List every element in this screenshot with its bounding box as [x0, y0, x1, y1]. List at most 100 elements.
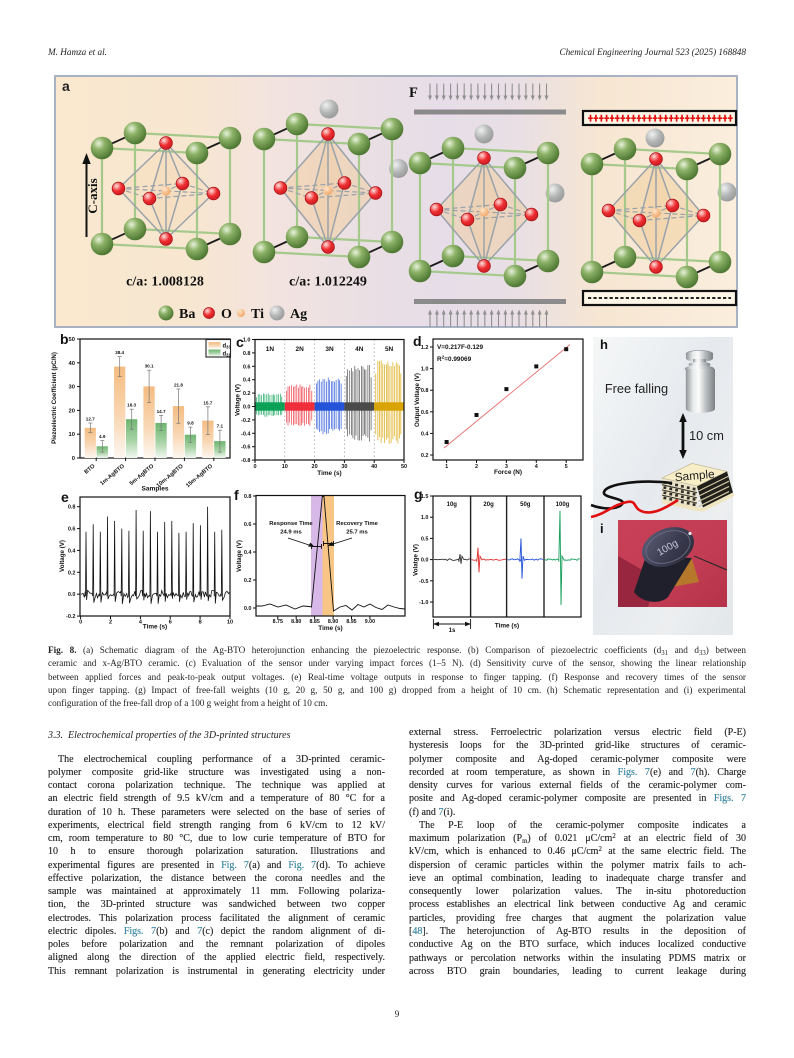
svg-text:Time (s): Time (s) [318, 625, 342, 632]
svg-text:38.4: 38.4 [115, 350, 124, 355]
svg-text:3N: 3N [325, 346, 334, 353]
svg-text:2N: 2N [296, 346, 305, 353]
svg-text:0.2: 0.2 [421, 453, 429, 459]
svg-text:d31: d31 [223, 352, 232, 358]
svg-text:8.75: 8.75 [273, 619, 283, 625]
svg-text:20: 20 [69, 408, 75, 414]
svg-text:Output Voltage (V): Output Voltage (V) [414, 373, 421, 427]
svg-text:50: 50 [69, 337, 75, 343]
svg-text:10: 10 [282, 464, 288, 470]
svg-text:21.8: 21.8 [174, 382, 183, 387]
svg-text:c/a: 1.008128: c/a: 1.008128 [126, 275, 204, 290]
svg-text:Ag: Ag [290, 307, 307, 322]
svg-text:e: e [61, 489, 69, 505]
svg-text:Ti: Ti [251, 307, 264, 322]
svg-text:10: 10 [227, 620, 233, 626]
svg-text:f: f [234, 487, 239, 503]
svg-text:Time (s): Time (s) [317, 470, 341, 477]
svg-text:Sample: Sample [674, 467, 716, 484]
svg-text:50: 50 [401, 464, 407, 470]
svg-text:O: O [221, 307, 232, 322]
svg-text:1.5: 1.5 [421, 494, 429, 500]
svg-text:0.0: 0.0 [68, 592, 76, 598]
svg-text:4.9: 4.9 [99, 434, 106, 439]
svg-text:g: g [414, 486, 423, 502]
svg-text:0.2: 0.2 [68, 570, 76, 576]
svg-text:0: 0 [253, 464, 256, 470]
svg-text:24.9 ms: 24.9 ms [280, 530, 302, 536]
svg-text:d: d [413, 333, 422, 349]
svg-text:10g: 10g [447, 502, 458, 508]
svg-text:20g: 20g [483, 502, 494, 508]
svg-text:V=0.217F-0.129: V=0.217F-0.129 [437, 344, 483, 351]
svg-text:d33: d33 [223, 344, 232, 350]
svg-text:-0.2: -0.2 [241, 418, 250, 424]
svg-text:Voltage (V): Voltage (V) [59, 540, 66, 572]
svg-text:16.3: 16.3 [127, 403, 136, 408]
svg-text:0.8: 0.8 [421, 388, 429, 394]
svg-text:Voltage (V): Voltage (V) [235, 384, 242, 416]
svg-text:0.6: 0.6 [244, 522, 252, 528]
svg-text:5N: 5N [385, 346, 394, 353]
svg-text:0.4: 0.4 [243, 378, 252, 384]
svg-text:40: 40 [371, 464, 377, 470]
svg-text:8.85: 8.85 [309, 619, 319, 625]
svg-text:c/a: 1.012249: c/a: 1.012249 [289, 275, 367, 290]
svg-text:7.1: 7.1 [217, 424, 224, 429]
svg-text:c: c [236, 334, 244, 350]
svg-text:20: 20 [312, 464, 318, 470]
svg-text:BTO: BTO [84, 463, 97, 476]
svg-text:0.5: 0.5 [421, 536, 429, 542]
svg-text:0: 0 [72, 456, 75, 462]
svg-text:9.00: 9.00 [365, 619, 375, 625]
svg-text:h: h [600, 337, 608, 352]
svg-text:5m-AgBTO: 5m-AgBTO [129, 463, 156, 487]
svg-text:1s: 1s [449, 628, 456, 634]
svg-text:1.0: 1.0 [243, 338, 251, 344]
svg-text:Voltage (V): Voltage (V) [236, 540, 243, 572]
svg-text:Free falling: Free falling [605, 381, 668, 396]
svg-text:Time (s): Time (s) [143, 624, 167, 631]
svg-text:0.0: 0.0 [244, 606, 252, 612]
svg-text:0.6: 0.6 [68, 527, 76, 533]
svg-text:0.2: 0.2 [243, 391, 251, 397]
svg-text:a: a [62, 78, 70, 94]
svg-text:4: 4 [535, 464, 539, 470]
svg-text:40: 40 [69, 361, 75, 367]
svg-text:0.4: 0.4 [244, 550, 253, 556]
svg-text:Volatge (V): Volatge (V) [413, 544, 420, 576]
svg-text:0.6: 0.6 [421, 410, 429, 416]
svg-text:0.6: 0.6 [243, 364, 251, 370]
svg-text:R2=0.99069: R2=0.99069 [437, 355, 472, 364]
svg-text:0.0: 0.0 [421, 558, 429, 564]
svg-text:12.7: 12.7 [86, 417, 95, 422]
svg-text:F: F [409, 85, 418, 101]
svg-text:-1.0: -1.0 [419, 600, 428, 606]
svg-text:30: 30 [69, 385, 75, 391]
svg-text:Recovery Time: Recovery Time [336, 521, 379, 527]
svg-text:50g: 50g [520, 502, 531, 508]
svg-text:1.0: 1.0 [421, 367, 429, 373]
svg-text:100g: 100g [556, 502, 570, 508]
svg-text:C-axis: C-axis [85, 178, 100, 213]
svg-text:0.8: 0.8 [68, 505, 76, 511]
svg-text:Time (s): Time (s) [495, 623, 519, 630]
svg-text:6: 6 [169, 620, 172, 626]
svg-text:-0.4: -0.4 [241, 431, 251, 437]
svg-text:1N: 1N [266, 346, 275, 353]
svg-text:-0.6: -0.6 [241, 445, 250, 451]
svg-text:0.0: 0.0 [243, 405, 251, 411]
svg-text:30.1: 30.1 [145, 364, 154, 369]
svg-text:0.4: 0.4 [68, 548, 77, 554]
svg-text:9.8: 9.8 [187, 421, 194, 426]
svg-text:1.0: 1.0 [421, 515, 429, 521]
svg-text:30: 30 [341, 464, 347, 470]
svg-text:0.2: 0.2 [244, 578, 252, 584]
svg-text:4: 4 [139, 620, 143, 626]
svg-text:-0.8: -0.8 [241, 458, 250, 464]
svg-text:b: b [60, 331, 69, 347]
svg-text:0.4: 0.4 [421, 431, 430, 437]
svg-text:15.7: 15.7 [203, 400, 212, 405]
svg-text:3: 3 [505, 464, 508, 470]
svg-text:0.8: 0.8 [244, 494, 252, 500]
